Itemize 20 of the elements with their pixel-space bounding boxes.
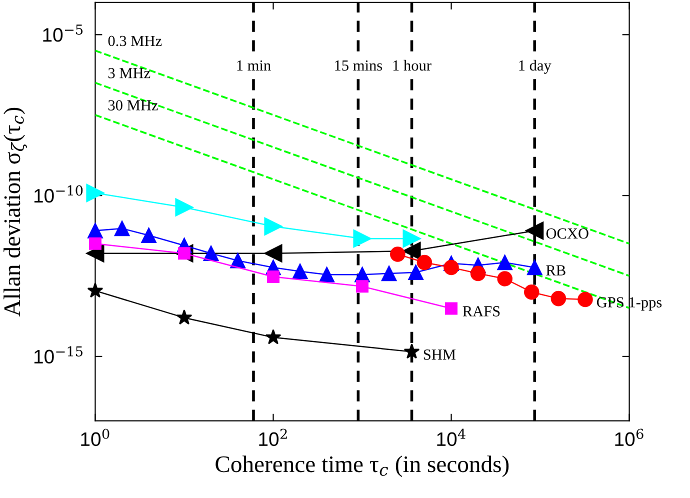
series-label: 30 MHz (108, 100, 158, 110)
x-tick-label: 10$^{0}$ (81, 428, 110, 446)
ref-line-label: 1 day (519, 60, 552, 74)
ref-line-label: 1 hour (393, 60, 432, 71)
x-tick-label: 10$^{6}$ (615, 428, 644, 446)
ref-line-label: 1 min (237, 60, 271, 71)
series-label: 3 MHz (108, 68, 150, 78)
y-axis-title: Allan deviation σ$_{ζ}$(τ$_{c}$) (4, 108, 28, 316)
y-tick-label: 10$^{−10}$ (34, 185, 83, 203)
x-axis-title: Coherence time τ$_{c}$ (in seconds) (216, 456, 509, 478)
x-tick-label: 10$^{4}$ (437, 428, 466, 446)
series-label: RB (546, 265, 566, 276)
x-tick-label: 10$^{2}$ (259, 428, 287, 446)
y-tick-label: 10$^{−5}$ (43, 24, 83, 42)
series-label: OCXO (546, 228, 588, 239)
series-label: RAFS (462, 306, 500, 316)
series-label: 0.3 MHz (108, 36, 162, 46)
y-tick-label: 10$^{−15}$ (34, 346, 82, 364)
ref-line-label: 15 mins (335, 60, 382, 71)
series-label: SHM (424, 349, 456, 360)
